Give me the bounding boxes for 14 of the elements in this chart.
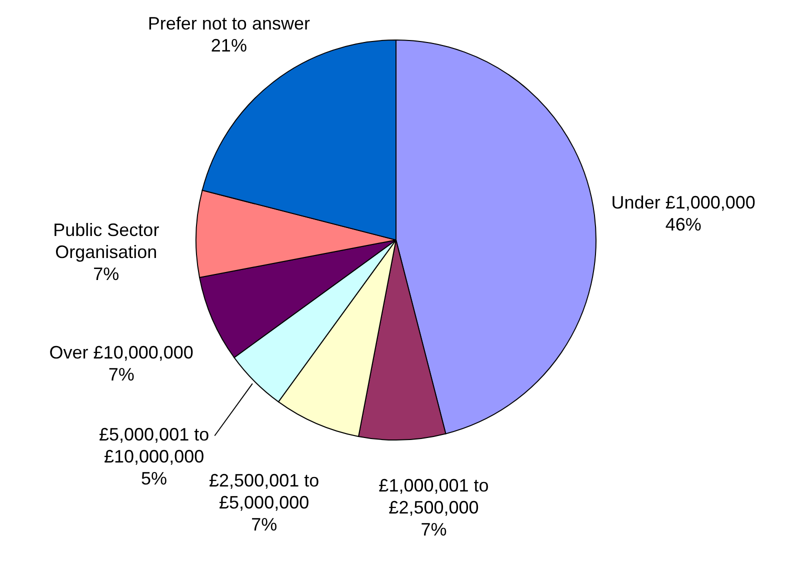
slice-label: £5,000,001 to £10,000,000 (98, 424, 210, 467)
slice-label: Over £10,000,000 (49, 342, 194, 363)
data-label: 7% (251, 514, 278, 534)
data-label: 5% (141, 468, 168, 489)
data-label: 46% (665, 214, 702, 235)
data-label: 7% (93, 264, 120, 284)
data-label: 21% (210, 36, 247, 56)
slice-label: Under £1,000,000 (611, 192, 756, 213)
slice-label: Prefer not to answer (148, 14, 310, 34)
slice-label: Public Sector Organisation (53, 220, 160, 262)
slice-label: £1,000,001 to £2,500,000 (378, 475, 489, 518)
data-label: 7% (108, 364, 134, 385)
data-label: 7% (420, 519, 447, 540)
slice-label: £2,500,001 to £5,000,000 (209, 470, 320, 512)
